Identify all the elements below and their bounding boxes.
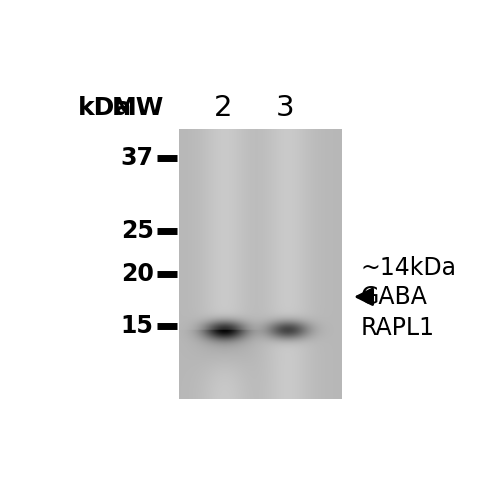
Text: 15: 15 [120,314,154,338]
Text: 25: 25 [120,220,154,244]
Text: 37: 37 [120,146,154,170]
Text: 3: 3 [276,94,294,122]
Text: GABA: GABA [361,285,428,309]
Text: 20: 20 [120,262,154,285]
Text: RAPL1: RAPL1 [361,316,435,340]
Text: kDa: kDa [78,96,132,120]
Text: ~14kDa: ~14kDa [361,256,457,280]
Text: MW: MW [112,96,164,120]
Text: 2: 2 [214,94,233,122]
